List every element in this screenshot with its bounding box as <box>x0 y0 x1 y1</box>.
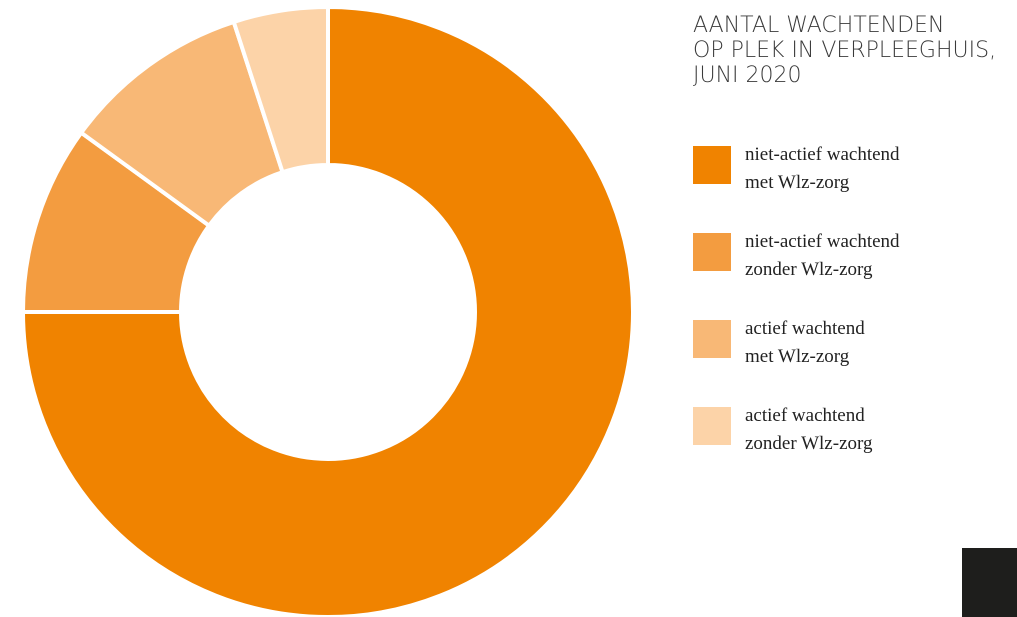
legend-swatch <box>693 407 731 445</box>
corner-decoration <box>962 548 1017 617</box>
legend-label: actief wachtend <box>745 318 865 339</box>
legend-label: actief wachtend <box>745 405 865 426</box>
donut-slice <box>20 4 635 617</box>
donut-slice <box>231 4 330 175</box>
chart-title: AANTAL WACHTENDEN <box>693 13 944 38</box>
legend-swatch <box>693 233 731 271</box>
legend-label: niet-actief wachtend <box>745 231 900 252</box>
legend-label: zonder Wlz-zorg <box>745 433 873 454</box>
legend-label: met Wlz-zorg <box>745 172 850 193</box>
chart-title: OP PLEK IN VERPLEEGHUIS, <box>693 38 996 63</box>
chart-title: JUNI 2020 <box>693 63 802 88</box>
legend-label: met Wlz-zorg <box>745 346 850 367</box>
legend-swatch <box>693 146 731 184</box>
legend-label: zonder Wlz-zorg <box>745 259 873 280</box>
legend-label: niet-actief wachtend <box>745 144 900 165</box>
legend-swatch <box>693 320 731 358</box>
